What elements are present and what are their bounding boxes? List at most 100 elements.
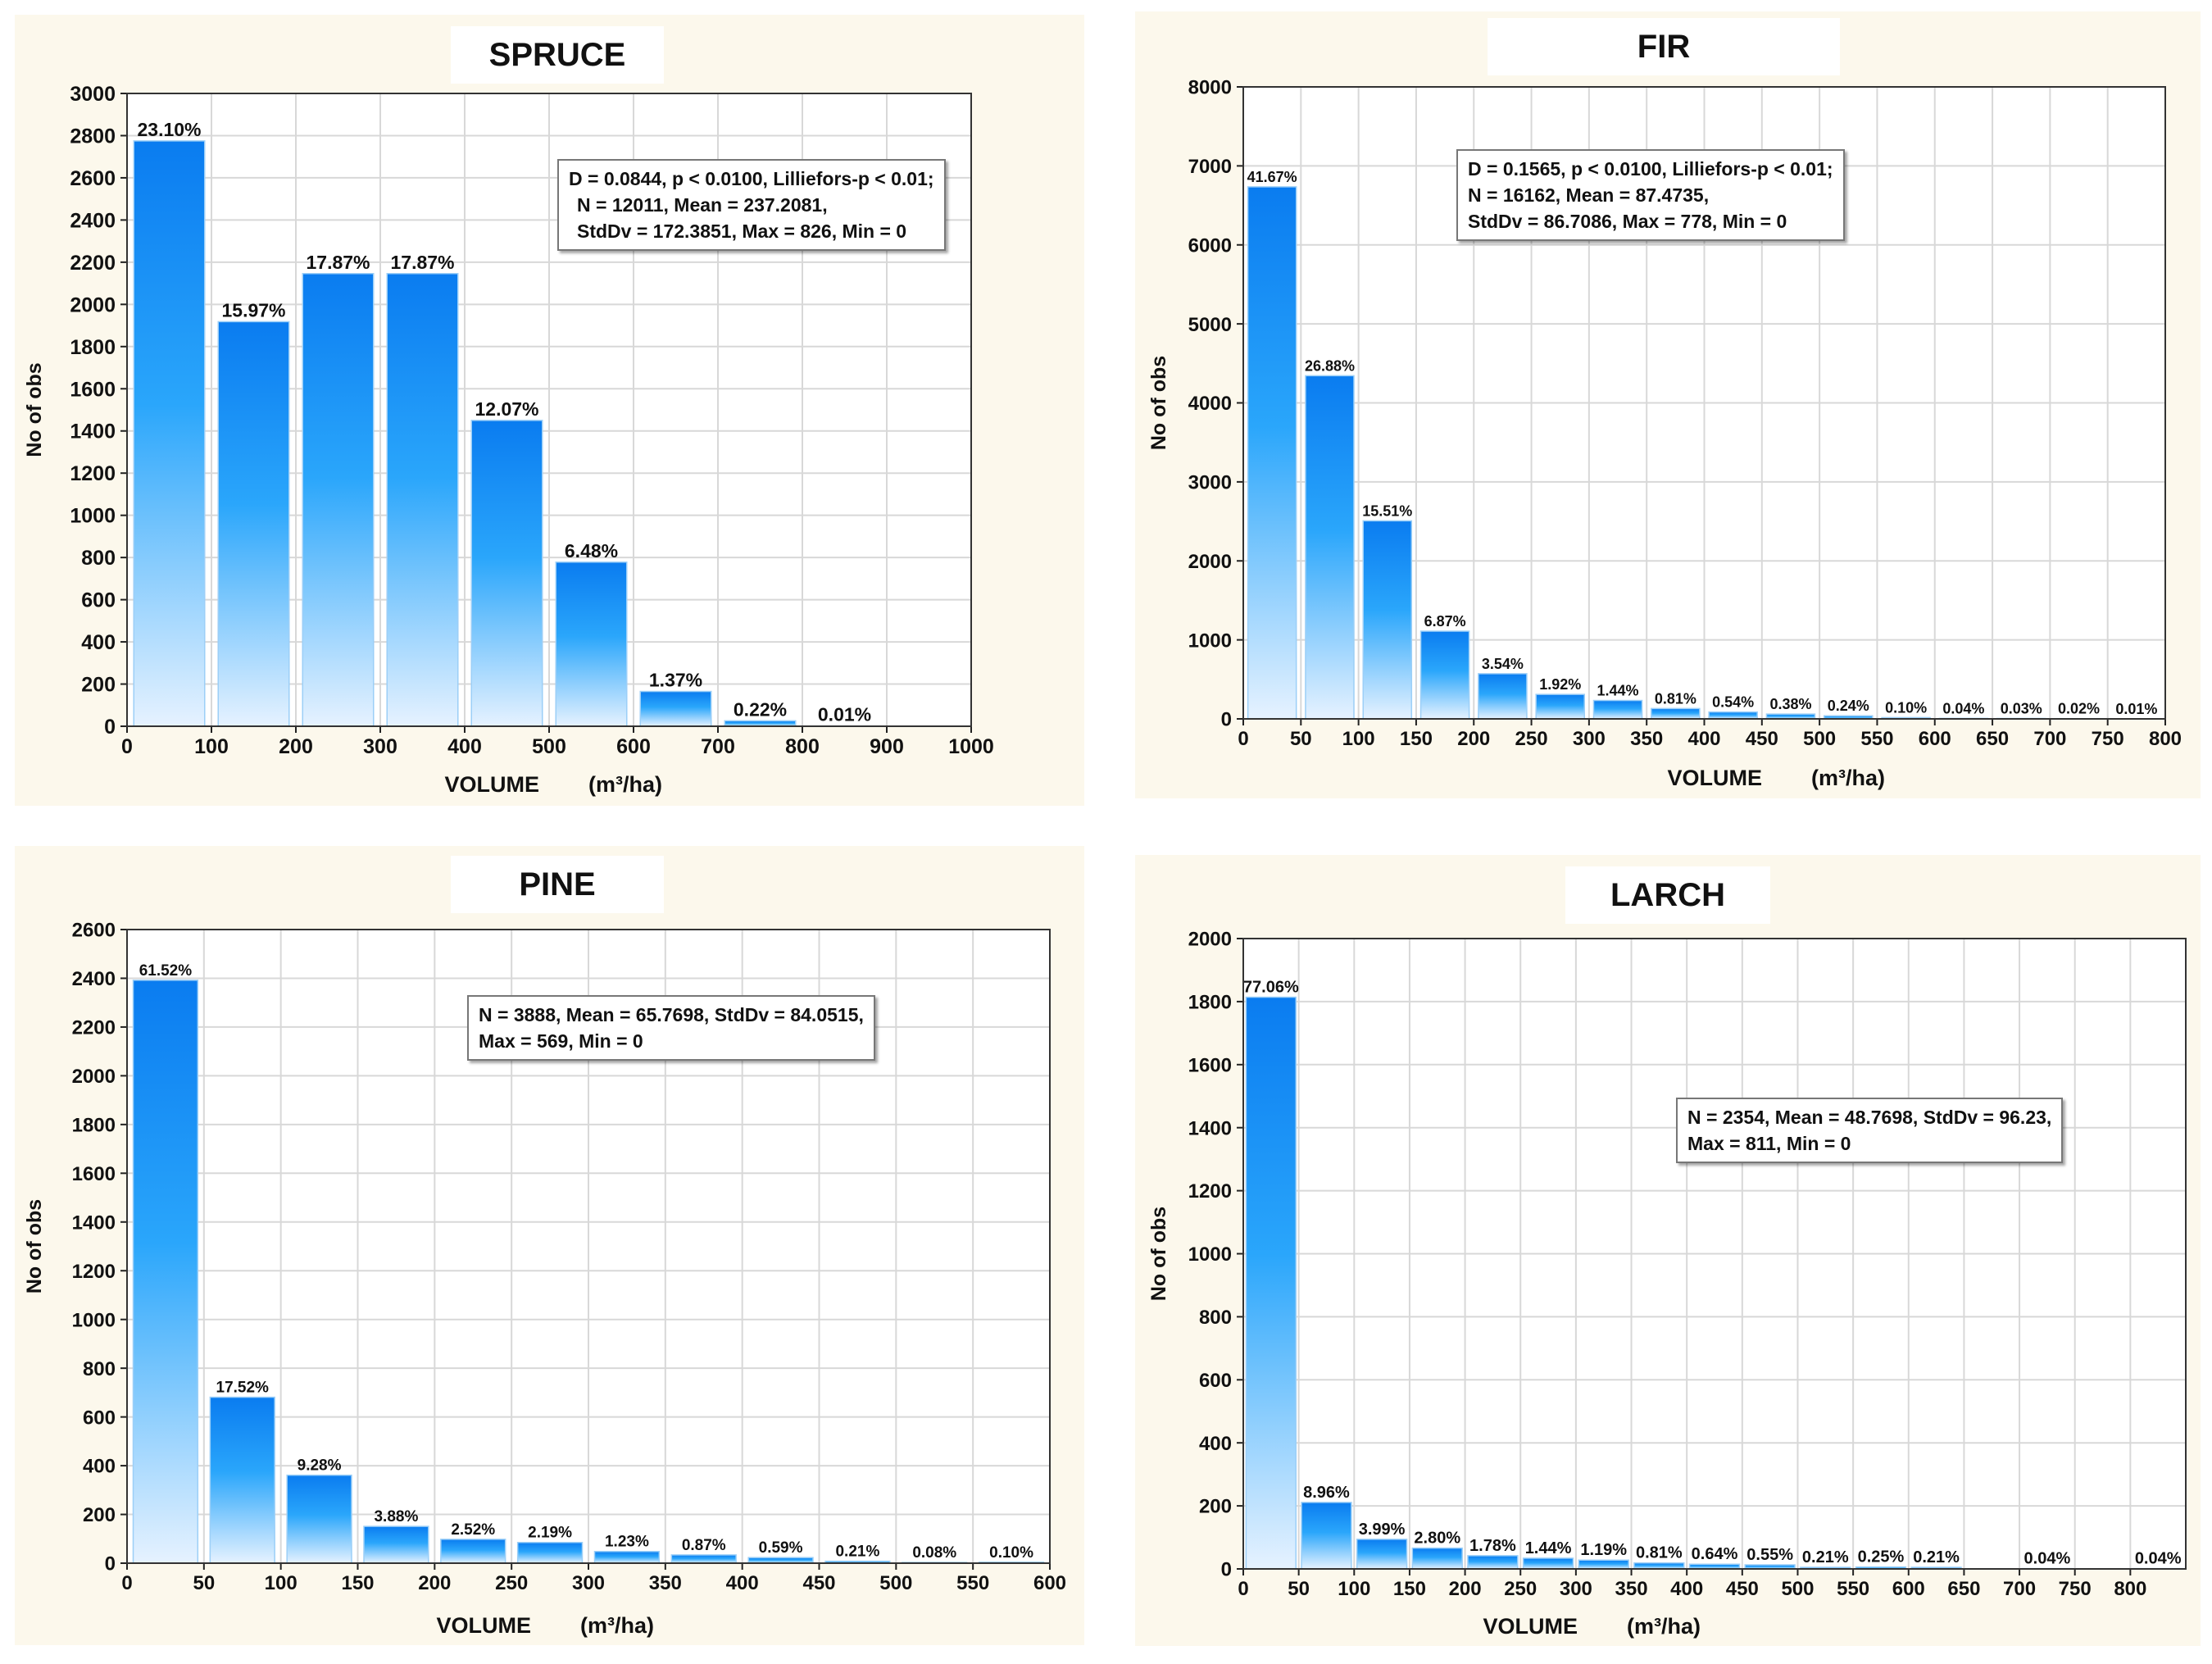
larch-bar <box>1522 1557 1574 1570</box>
pine-bar <box>593 1550 661 1564</box>
larch-stats-box: N = 2354, Mean = 48.7698, StdDv = 96.23,… <box>1676 1098 2064 1163</box>
pine-y-tick-label: 400 <box>83 1456 116 1478</box>
larch-x-tick-label: 400 <box>1670 1578 1703 1600</box>
larch-bar-label: 1.44% <box>1525 1539 1572 1557</box>
spruce-y-tick-label: 1200 <box>70 462 116 485</box>
fir-stats-line-3: StdDv = 86.7086, Max = 778, Min = 0 <box>1468 211 1787 232</box>
larch-x-tick-label: 50 <box>1288 1578 1310 1600</box>
larch-y-tick-label: 800 <box>1199 1307 1232 1329</box>
larch-bar <box>1467 1555 1519 1570</box>
fir-x-tick-label: 550 <box>1860 728 1893 750</box>
pine-y-tick-label: 1400 <box>72 1212 116 1234</box>
pine-y-tick-label: 2600 <box>72 920 116 942</box>
pine-x-tick-label: 350 <box>649 1572 682 1594</box>
spruce-y-tick-label: 1000 <box>70 505 116 528</box>
pine-bar-label: 1.23% <box>605 1534 649 1551</box>
pine-x-axis-unit: (m³/ha) <box>580 1613 654 1638</box>
fir-stats-box: D = 0.1565, p < 0.0100, Lilliefors-p < 0… <box>1456 149 1845 241</box>
fir-bar <box>1305 375 1355 720</box>
pine-bar-label: 0.87% <box>682 1537 726 1554</box>
pine-bar-label: 2.19% <box>528 1525 572 1542</box>
fir-y-tick-label: 4000 <box>1188 393 1232 415</box>
fir-y-axis-label: No of obs <box>1147 356 1170 450</box>
pine-bar <box>670 1554 737 1564</box>
pine-x-tick-label: 200 <box>418 1572 451 1594</box>
pine-x-tick-label: 150 <box>341 1572 374 1594</box>
spruce-x-tick-label: 700 <box>701 735 735 758</box>
larch-x-axis-unit: (m³/ha) <box>1627 1614 1701 1639</box>
fir-bar <box>1592 699 1643 720</box>
spruce-title: SPRUCE <box>451 26 664 84</box>
spruce-stats-line-1: D = 0.0844, p < 0.0100, Lilliefors-p < 0… <box>569 168 934 189</box>
spruce-panel: 0 200 400 600 800 1000 1200 1400 1600 1800 2000 220… <box>15 15 1084 806</box>
spruce-x-axis-label: VOLUME <box>444 772 539 797</box>
larch-bar <box>1356 1539 1408 1570</box>
spruce-bar-label: 17.87% <box>390 252 454 273</box>
pine-x-tick-label: 550 <box>956 1572 989 1594</box>
spruce-y-tick-label: 1400 <box>70 421 116 443</box>
spruce-bar-label: 23.10% <box>137 119 201 140</box>
fir-bar-label: 0.81% <box>1655 690 1696 707</box>
larch-chart: 0 200 400 600 800 1000 1200 1400 1600 1800 2000 0 50… <box>1147 929 2187 1639</box>
fir-x-tick-label: 400 <box>1687 728 1720 750</box>
pine-bar-label: 2.52% <box>451 1521 495 1539</box>
pine-bar <box>440 1539 506 1564</box>
spruce-x-tick-label: 100 <box>194 735 229 758</box>
pine-stats-line-1: N = 3888, Mean = 65.7698, StdDv = 84.051… <box>479 1004 864 1025</box>
spruce-bar <box>217 321 290 727</box>
pine-y-tick-label: 2400 <box>72 968 116 990</box>
fir-y-tick-label: 7000 <box>1188 156 1232 178</box>
pine-y-tick-label: 600 <box>83 1407 116 1429</box>
pine-y-tick-label: 1000 <box>72 1309 116 1331</box>
larch-stats-line-1: N = 2354, Mean = 48.7698, StdDv = 96.23, <box>1687 1107 2052 1128</box>
larch-y-tick-label: 1800 <box>1188 992 1232 1014</box>
spruce-y-tick-label: 2000 <box>70 293 116 316</box>
spruce-bar-label: 12.07% <box>475 398 538 420</box>
fir-bar-label: 6.87% <box>1424 613 1466 630</box>
fir-x-tick-label: 100 <box>1342 728 1375 750</box>
fir-y-tick-label: 6000 <box>1188 234 1232 257</box>
fir-x-axis-label: VOLUME <box>1667 766 1762 790</box>
larch-x-tick-label: 700 <box>2003 1578 2036 1600</box>
pine-bar-label: 9.28% <box>298 1457 342 1475</box>
larch-x-tick-label: 150 <box>1393 1578 1426 1600</box>
larch-bar-label: 77.06% <box>1243 979 1299 997</box>
pine-bar <box>516 1541 584 1564</box>
larch-bar-label: 0.21% <box>1802 1548 1849 1566</box>
larch-plot-frame <box>1242 938 2187 1570</box>
fir-title: FIR <box>1488 18 1840 75</box>
larch-x-tick-label: 800 <box>2114 1578 2146 1600</box>
larch-x-tick-label: 300 <box>1560 1578 1592 1600</box>
fir-bar <box>1478 673 1528 720</box>
spruce-x-tick-label: 400 <box>447 735 482 758</box>
pine-title: PINE <box>451 856 664 913</box>
pine-plot-frame <box>126 929 1051 1564</box>
fir-x-tick-label: 600 <box>1919 728 1951 750</box>
spruce-x-tick-label: 800 <box>785 735 820 758</box>
pine-y-tick-label: 0 <box>105 1553 116 1575</box>
larch-x-tick-label: 550 <box>1837 1578 1869 1600</box>
fir-bar-label: 0.03% <box>2001 701 2042 717</box>
spruce-x-axis-unit: (m³/ha) <box>588 772 662 797</box>
larch-bar-label: 0.81% <box>1636 1544 1683 1562</box>
larch-bar-label: 0.64% <box>1692 1545 1738 1563</box>
fir-bar-label: 1.44% <box>1597 683 1639 699</box>
spruce-stats-line-3: StdDv = 172.3851, Max = 826, Min = 0 <box>577 221 907 242</box>
larch-bar <box>1633 1562 1685 1570</box>
spruce-bar <box>639 690 712 727</box>
pine-bar <box>209 1396 275 1564</box>
larch-y-tick-label: 1000 <box>1188 1243 1232 1266</box>
larch-y-tick-label: 1600 <box>1188 1054 1232 1076</box>
spruce-x-tick-label: 200 <box>279 735 313 758</box>
pine-y-tick-label: 2200 <box>72 1017 116 1039</box>
pine-y-tick-label: 1200 <box>72 1261 116 1283</box>
spruce-x-tick-label: 1000 <box>948 735 994 758</box>
spruce-bar-label: 0.01% <box>818 704 871 725</box>
spruce-y-tick-label: 1800 <box>70 336 116 359</box>
pine-y-tick-label: 800 <box>83 1358 116 1380</box>
fir-plot-frame <box>1242 86 2166 720</box>
larch-x-axis-label: VOLUME <box>1483 1614 1578 1639</box>
pine-x-tick-label: 400 <box>726 1572 759 1594</box>
spruce-bar-label: 15.97% <box>221 299 285 321</box>
fir-x-tick-label: 750 <box>2092 728 2124 750</box>
